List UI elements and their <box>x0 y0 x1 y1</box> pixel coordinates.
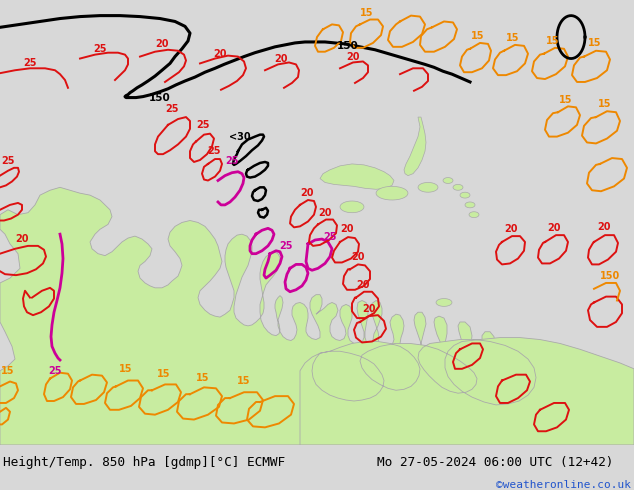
Text: 25: 25 <box>93 44 107 54</box>
Text: ©weatheronline.co.uk: ©weatheronline.co.uk <box>496 480 631 490</box>
Polygon shape <box>418 182 438 192</box>
Text: 20: 20 <box>340 224 354 234</box>
Text: 20: 20 <box>504 224 518 234</box>
Polygon shape <box>453 184 463 190</box>
Text: 15: 15 <box>237 375 251 386</box>
Text: 15: 15 <box>1 366 15 376</box>
Text: 150: 150 <box>337 41 359 51</box>
Polygon shape <box>469 212 479 218</box>
Text: 20: 20 <box>275 53 288 64</box>
Polygon shape <box>300 338 634 445</box>
Text: 15: 15 <box>197 372 210 383</box>
Text: 15: 15 <box>157 368 171 379</box>
Text: 25: 25 <box>225 156 239 166</box>
Text: Mo 27-05-2024 06:00 UTC (12+42): Mo 27-05-2024 06:00 UTC (12+42) <box>377 456 614 468</box>
Polygon shape <box>340 201 364 213</box>
Text: 25: 25 <box>197 120 210 130</box>
Text: 15: 15 <box>471 31 485 41</box>
Text: 20: 20 <box>213 49 227 59</box>
Polygon shape <box>443 177 453 183</box>
Text: 15: 15 <box>559 95 573 104</box>
Text: Height/Temp. 850 hPa [gdmp][°C] ECMWF: Height/Temp. 850 hPa [gdmp][°C] ECMWF <box>3 456 285 468</box>
Text: 20: 20 <box>547 223 560 233</box>
Text: 15: 15 <box>598 99 612 109</box>
Text: 25: 25 <box>165 104 179 114</box>
Text: 20: 20 <box>346 51 359 62</box>
Text: 15: 15 <box>588 38 602 48</box>
Text: 20: 20 <box>597 222 611 232</box>
Text: 20: 20 <box>351 251 365 262</box>
Text: <30: <30 <box>229 132 251 142</box>
Text: 25: 25 <box>23 58 37 69</box>
Text: 150: 150 <box>600 271 620 281</box>
Text: 15: 15 <box>547 36 560 46</box>
Text: 20: 20 <box>356 280 370 290</box>
Polygon shape <box>436 298 452 306</box>
Polygon shape <box>404 117 426 175</box>
Polygon shape <box>320 164 394 189</box>
Text: 150: 150 <box>149 93 171 102</box>
Text: 25: 25 <box>323 232 337 242</box>
Text: 25: 25 <box>1 156 15 166</box>
Text: 20: 20 <box>155 39 169 49</box>
Polygon shape <box>460 192 470 198</box>
Polygon shape <box>465 202 475 208</box>
Text: 20: 20 <box>318 208 332 218</box>
Text: 25: 25 <box>279 241 293 251</box>
Text: 20: 20 <box>15 234 29 244</box>
Text: 20: 20 <box>362 304 376 314</box>
Polygon shape <box>0 187 634 445</box>
Text: 15: 15 <box>507 33 520 43</box>
Text: 25: 25 <box>48 366 61 376</box>
Text: 15: 15 <box>360 8 374 18</box>
Text: 20: 20 <box>301 188 314 198</box>
Text: 25: 25 <box>207 146 221 156</box>
Text: 15: 15 <box>119 364 133 374</box>
Polygon shape <box>376 186 408 200</box>
